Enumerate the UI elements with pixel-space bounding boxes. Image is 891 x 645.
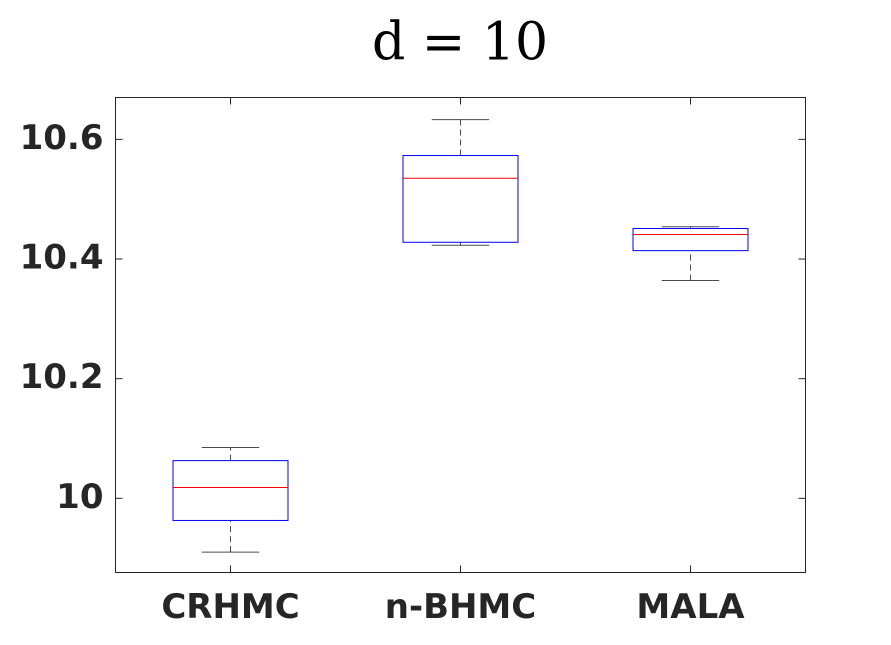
box	[172, 460, 289, 521]
y-tick-label: 10	[56, 477, 103, 517]
box	[632, 228, 749, 252]
y-tick-label: 10.6	[20, 118, 104, 158]
x-tick-label: CRHMC	[161, 587, 299, 627]
box	[402, 155, 519, 243]
y-tick-label: 10.2	[20, 357, 104, 397]
x-tick-label: n-BHMC	[385, 587, 536, 627]
x-tick-label: MALA	[636, 587, 745, 627]
chart-title: d = 10	[372, 13, 548, 73]
y-tick-label: 10.4	[20, 238, 104, 278]
